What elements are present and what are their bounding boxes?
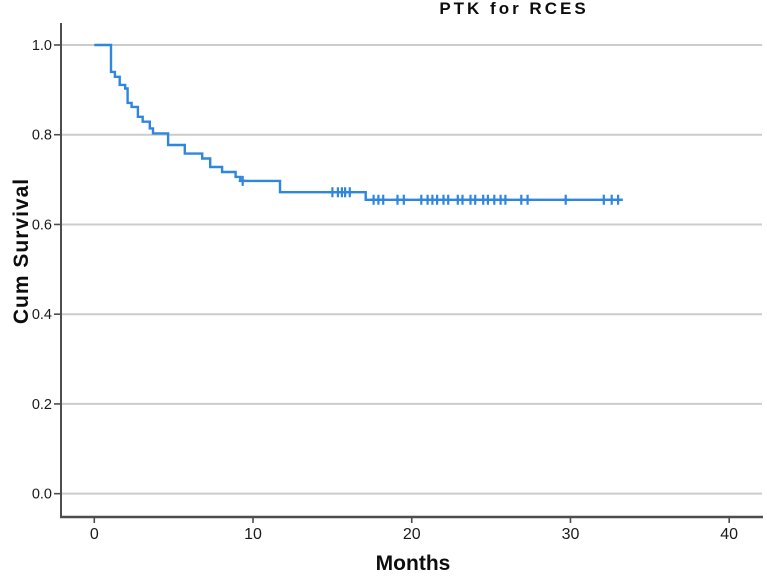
y-tick-label: 1.0 <box>32 38 52 54</box>
censor-mark <box>379 194 388 205</box>
survival-curve <box>94 43 623 201</box>
censor-mark <box>471 194 480 205</box>
censor-mark <box>238 175 247 186</box>
x-tick-label: 40 <box>720 526 738 543</box>
censor-mark <box>399 194 408 205</box>
chart-title: PTK for RCES <box>439 0 589 18</box>
y-tick-label: 0.6 <box>32 217 52 233</box>
censor-mark <box>458 194 467 205</box>
y-tick-label: 0.2 <box>32 397 52 413</box>
censor-mark <box>444 194 453 205</box>
y-tick-label: 0.4 <box>32 307 52 323</box>
censor-mark <box>501 194 510 205</box>
censor-mark <box>599 194 608 205</box>
x-tick-label: 20 <box>403 526 421 543</box>
y-tick-label: 0.0 <box>32 487 52 503</box>
censor-mark <box>614 194 623 205</box>
x-axis-title: Months <box>375 552 451 575</box>
y-tick-label: 0.8 <box>32 128 52 144</box>
censor-mark <box>523 194 532 205</box>
censor-mark <box>561 194 570 205</box>
x-tick-label: 30 <box>562 526 580 543</box>
censor-mark <box>345 187 354 198</box>
x-tick-label: 0 <box>90 526 99 543</box>
y-axis-title: Cum Survival <box>10 177 33 325</box>
x-tick-label: 10 <box>244 526 262 543</box>
